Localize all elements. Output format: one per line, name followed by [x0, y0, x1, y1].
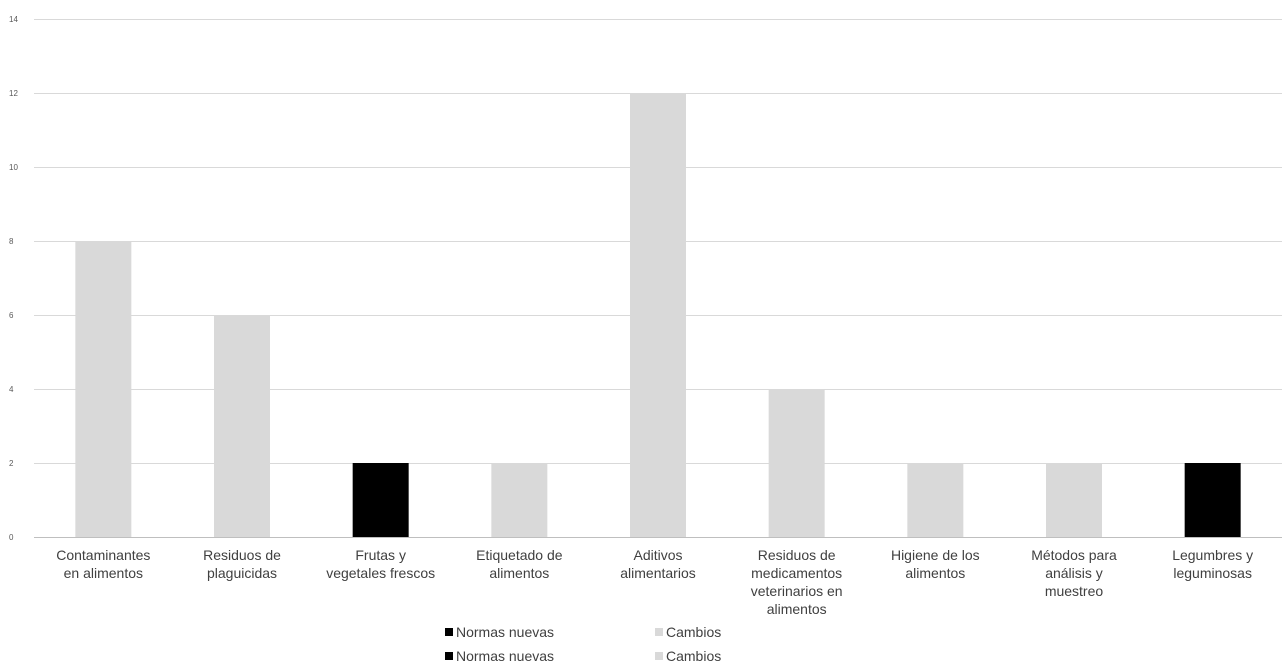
x-tick-label: Contaminantes en alimentos	[56, 547, 150, 581]
legend-item-normas-nuevas: Normas nuevas	[445, 624, 554, 640]
y-tick-label: 8	[9, 237, 14, 246]
legend-swatch-cambios	[655, 628, 663, 636]
y-tick-label: 14	[9, 15, 18, 24]
legend-swatch-normas-nuevas	[445, 628, 453, 636]
x-axis: Contaminantes en alimentos Residuos de plag…	[56, 547, 1253, 617]
legend-label: Cambios	[666, 624, 722, 640]
bar	[768, 389, 825, 537]
legend-swatch-normas-nuevas	[445, 652, 453, 660]
legend-label: Normas nuevas	[456, 648, 555, 664]
legend-row-2: Normas nuevas Cambios	[0, 648, 1282, 668]
y-tick-label: 2	[9, 459, 14, 468]
bar	[491, 463, 548, 537]
bar	[352, 463, 409, 537]
y-tick-label: 10	[9, 163, 18, 172]
legend-label: Cambios	[666, 648, 722, 664]
bar	[1184, 463, 1241, 537]
bars	[75, 93, 1241, 537]
y-tick-label: 4	[9, 385, 14, 394]
y-tick-label: 0	[9, 533, 14, 542]
x-tick-label: Residuos de plaguicidas	[203, 547, 281, 581]
legend-item-cambios: Cambios	[655, 624, 721, 640]
bar	[1046, 463, 1102, 537]
x-tick-label: Frutas y vegetales frescos	[326, 547, 435, 581]
bar	[907, 463, 964, 537]
legend-swatch-cambios	[655, 652, 663, 660]
y-tick-label: 6	[9, 311, 14, 320]
bar	[214, 315, 270, 537]
x-tick-label: Legumbres y leguminosas	[1172, 547, 1253, 581]
legend-item-cambios: Cambios	[655, 648, 721, 664]
x-tick-label: Etiquetado de alimentos	[476, 547, 563, 581]
legend-row-1: Normas nuevas Cambios	[0, 624, 1282, 644]
bar	[630, 93, 686, 537]
x-tick-label: Higiene de los alimentos	[891, 547, 980, 581]
x-tick-label: Aditivos alimentarios	[620, 547, 695, 581]
x-tick-label: Residuos de medicamentos veterinarios en al…	[751, 547, 843, 617]
y-axis: 0 2 4 6 8 10 12 14	[9, 15, 18, 542]
y-tick-label: 12	[9, 89, 18, 98]
bar	[75, 241, 132, 537]
legend-label: Normas nuevas	[456, 624, 555, 640]
legend-item-normas-nuevas: Normas nuevas	[445, 648, 554, 664]
x-tick-label: Métodos para análisis y muestreo	[1031, 547, 1117, 599]
